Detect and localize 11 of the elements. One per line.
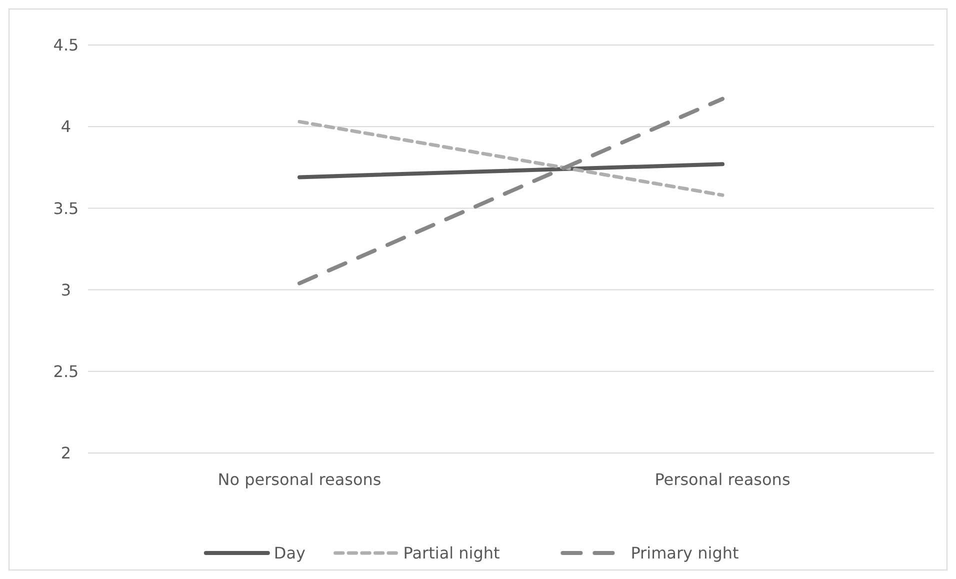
y-tick-label: 4: [60, 117, 72, 136]
y-tick-label: 2: [60, 444, 72, 463]
x-tick-label: No personal reasons: [218, 470, 382, 489]
legend-label: Partial night: [403, 544, 500, 563]
legend-label: Primary night: [630, 544, 739, 563]
y-tick-label: 3: [60, 280, 72, 300]
y-tick-label: 4.5: [53, 36, 79, 55]
legend-label: Day: [274, 544, 306, 563]
x-tick-label: Personal reasons: [654, 470, 790, 489]
y-tick-label: 2.5: [53, 362, 79, 381]
y-tick-label: 3.5: [53, 198, 79, 218]
